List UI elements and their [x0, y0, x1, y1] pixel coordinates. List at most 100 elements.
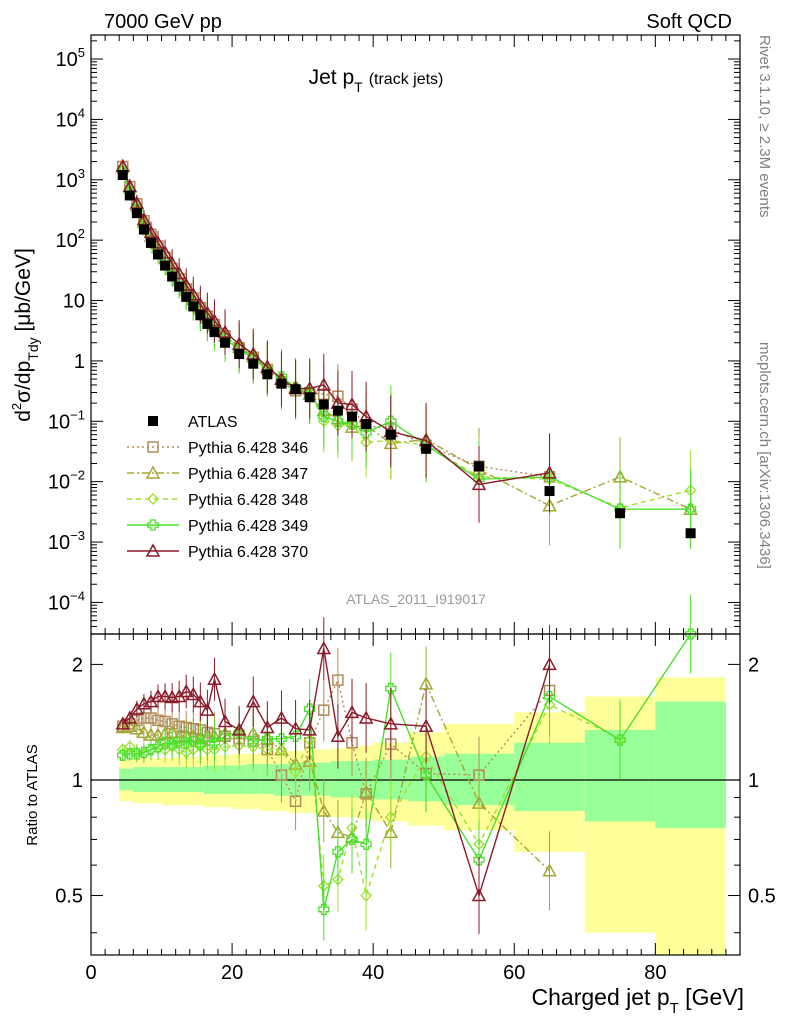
uncertainty-band-green: [316, 762, 331, 796]
ratio-point-349: [385, 682, 397, 695]
legend-label-ATLAS: ATLAS: [188, 414, 238, 431]
main-point-atlas: [685, 528, 696, 539]
main-point-atlas: [290, 384, 301, 395]
ratio-panel: 0 20 40 60 80 0.5 0.5 1 1 2 2: [55, 594, 776, 984]
legend-label-347: Pythia 6.428 347: [188, 466, 308, 483]
main-point-atlas: [615, 508, 626, 519]
ratio-point-349: [247, 735, 259, 748]
main-point-atlas: [347, 411, 358, 422]
side-label-bottom: mcplots.cern.ch [arXiv:1306.3436]: [756, 342, 773, 569]
main-point-atlas: [188, 301, 199, 312]
main-point-atlas: [473, 461, 484, 472]
main-point-atlas: [544, 486, 555, 497]
ratio-point-349: [473, 854, 485, 866]
main-point-atlas: [304, 392, 315, 403]
ratio-point-370: [274, 710, 289, 724]
plot-title-note: (track jets): [369, 71, 444, 88]
ratio-point-347: [418, 676, 434, 690]
ratio-point-349: [332, 846, 344, 858]
uncertainty-band-green: [330, 761, 345, 798]
plot-title-main: Jet p: [309, 66, 355, 89]
y-label-d: d: [12, 410, 35, 422]
main-point-349: [360, 426, 372, 439]
legend-label-370: Pythia 6.428 370: [188, 544, 308, 561]
ratio-point-349: [684, 628, 697, 640]
main-point-atlas: [262, 369, 273, 380]
ratio-point-370: [418, 718, 434, 733]
ratio-point-349: [159, 737, 171, 749]
main-point-atlas: [153, 249, 164, 260]
ratio-point-370: [207, 671, 222, 685]
y-tick-label: 10−1: [48, 407, 85, 433]
y-label-unit: [μb/GeV]: [12, 248, 35, 337]
ratio-point-346: [318, 704, 330, 716]
x-label-sub: T: [670, 1000, 679, 1017]
ratio-point-348: [360, 889, 373, 902]
ratio-point-370: [302, 722, 317, 736]
main-point-349: [684, 503, 697, 515]
ratio-point-347: [129, 721, 145, 735]
main-point-370: [129, 195, 145, 209]
ratio-point-370: [358, 710, 374, 724]
ratio-point-349: [543, 690, 556, 703]
main-point-atlas: [332, 405, 343, 416]
x-tick-label: 40: [362, 962, 384, 984]
y-tick-label: 10: [63, 291, 85, 313]
legend-label-349: Pythia 6.428 349: [188, 518, 308, 535]
main-point-atlas: [131, 208, 142, 219]
main-point-370: [316, 377, 332, 391]
main-point-atlas: [117, 170, 128, 181]
side-label-top: Rivet 3.1.10, ≥ 2.3M events: [756, 35, 773, 218]
header-left: 7000 GeV pp: [104, 11, 222, 33]
ratio-point-349: [219, 730, 231, 742]
ratio-point-370: [383, 716, 399, 730]
y-tick-label: 104: [56, 105, 85, 131]
ratio-point-370: [542, 656, 557, 671]
y-label-sup: 2: [9, 403, 24, 410]
uncertainty-band-green: [514, 742, 585, 812]
header-right: Soft QCD: [646, 11, 732, 33]
main-point-370: [542, 465, 557, 479]
ratio-y-tick-label-right: 1: [748, 770, 759, 792]
y-tick-label: 105: [56, 45, 85, 71]
legend-label-348: Pythia 6.428 348: [188, 492, 308, 509]
y-tick-label: 10−2: [48, 468, 85, 494]
x-axis-label: Charged jet pT [GeV]: [532, 984, 744, 1017]
ratio-point-370: [260, 719, 275, 734]
ratio-point-349: [360, 838, 372, 850]
main-point-atlas: [276, 378, 287, 389]
uncertainty-band-green: [260, 764, 275, 794]
legend-marker-370: [145, 543, 161, 557]
ratio-y-tick-label: 2: [72, 654, 83, 676]
y-tick-label: 10−4: [48, 588, 85, 614]
ratio-point-370: [217, 713, 233, 728]
ratio-y-tick-label-right: 2: [748, 654, 759, 676]
ratio-point-346: [145, 712, 157, 724]
main-point-349: [385, 415, 397, 427]
y-axis-label: d2σ/dpTdy [μb/GeV]: [9, 248, 41, 422]
x-label-unit: [GeV]: [679, 984, 744, 1010]
y-label-sub: Tdy: [25, 337, 41, 360]
ratio-point-370: [344, 704, 360, 719]
main-point-349: [346, 418, 358, 430]
ratio-point-348: [331, 873, 344, 886]
legend-marker-348: [147, 493, 159, 505]
main-line-347: [122, 166, 691, 510]
x-tick-label: 20: [221, 962, 243, 984]
uncertainty-band-green: [344, 761, 360, 798]
ratio-point-370: [316, 640, 332, 655]
main-panel: 1 10 102 103 104 105 10−1 10−2 10−3 10−4: [48, 34, 741, 635]
ratio-point-370: [157, 688, 173, 703]
main-point-atlas: [174, 281, 185, 292]
ratio-point-349: [208, 737, 221, 749]
ratio-point-347: [316, 803, 332, 817]
main-point-atlas: [234, 349, 245, 360]
main-point-370: [344, 396, 360, 411]
x-tick-label: 80: [644, 962, 666, 984]
ratio-point-349: [318, 903, 330, 916]
main-point-atlas: [421, 443, 432, 454]
legend: ATLAS Pythia 6.428 346 Pythia 6.428 347 Pyt…: [127, 414, 308, 561]
uncertainty-band-green: [655, 701, 726, 828]
ratio-point-370: [330, 728, 346, 742]
ratio-y-tick-label-right: 0.5: [748, 886, 776, 908]
